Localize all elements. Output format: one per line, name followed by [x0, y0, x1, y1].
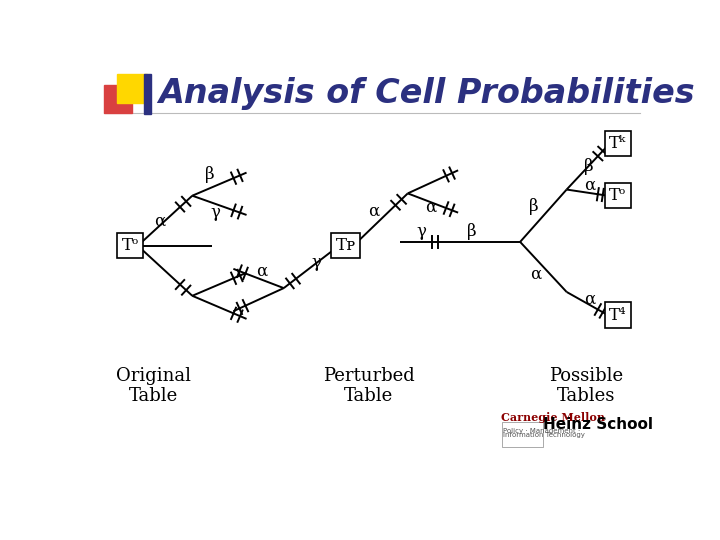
Text: α: α	[256, 262, 268, 280]
Text: Carnegie Mellon: Carnegie Mellon	[500, 413, 605, 423]
Text: Possible
Tables: Possible Tables	[549, 367, 623, 406]
Text: γ: γ	[211, 204, 220, 221]
Text: β: β	[529, 198, 539, 215]
Bar	[144, 74, 151, 114]
Text: β: β	[204, 166, 214, 183]
Bar	[104, 85, 132, 112]
Text: α: α	[426, 199, 436, 216]
Text: α: α	[154, 213, 166, 230]
Text: Heinz School: Heinz School	[544, 417, 653, 432]
Text: β: β	[583, 158, 593, 175]
Text: Information Technology: Information Technology	[503, 433, 585, 438]
Text: β: β	[467, 222, 477, 240]
Text: Tᵒ: Tᵒ	[609, 187, 626, 204]
Text: α: α	[584, 291, 595, 308]
Text: γ: γ	[311, 254, 321, 271]
Bar	[117, 74, 147, 103]
Text: α: α	[530, 266, 541, 283]
Text: Tᵏ: Tᵏ	[609, 135, 626, 152]
Bar	[503, 422, 543, 447]
Text: Policy · Management ·: Policy · Management ·	[503, 428, 580, 434]
Text: Original
Table: Original Table	[116, 367, 191, 406]
Text: γ: γ	[416, 222, 426, 240]
Text: Perturbed
Table: Perturbed Table	[323, 367, 415, 406]
Text: Tᵒ: Tᵒ	[122, 237, 139, 254]
Text: T⁴: T⁴	[609, 307, 626, 323]
Text: Analysis of Cell Probabilities: Analysis of Cell Probabilities	[158, 77, 695, 110]
Text: Tᴘ: Tᴘ	[336, 237, 356, 254]
Text: α: α	[584, 177, 595, 193]
Text: α: α	[368, 202, 379, 220]
